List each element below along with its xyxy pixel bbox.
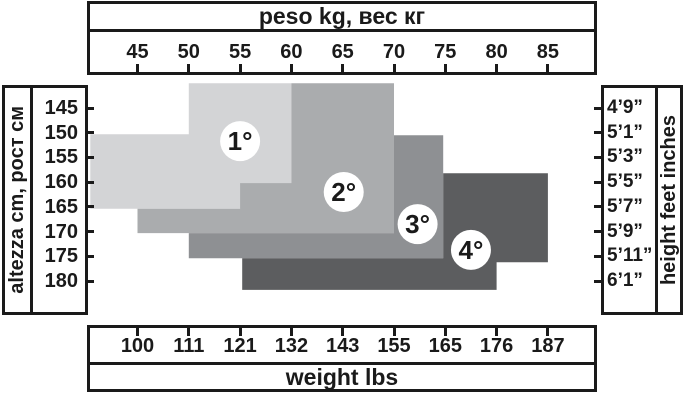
- kg-tick-label: 60: [280, 41, 303, 63]
- kg-tick-label: 80: [485, 41, 508, 63]
- size-badge-circle-3: [397, 204, 438, 245]
- lbs-tick-mark: [546, 328, 550, 336]
- kg-tick-mark: [238, 64, 242, 72]
- lbs-tick-label: 143: [326, 335, 360, 357]
- inches-tick-mark: [594, 180, 603, 184]
- kg-tick-mark: [495, 64, 499, 72]
- inches-tick-label: 5’3”: [607, 146, 643, 168]
- top-axis-box: peso kg, вес кг: [87, 1, 597, 75]
- left-axis-box: altezza cm, рост см: [2, 85, 88, 315]
- size-badge-circle-1: [220, 121, 261, 162]
- inches-tick-mark: [594, 279, 603, 283]
- kg-tick-label: 50: [177, 41, 200, 63]
- lbs-tick-mark: [495, 328, 499, 336]
- lbs-tick-label: 187: [531, 335, 565, 357]
- lbs-tick-label: 132: [274, 335, 309, 357]
- lbs-tick-label: 165: [428, 335, 462, 357]
- kg-tick-mark: [546, 64, 550, 72]
- lbs-tick-mark: [392, 328, 396, 336]
- size-region-3: [188, 135, 444, 259]
- inches-tick-mark: [594, 131, 603, 135]
- cm-tick-mark: [85, 254, 94, 258]
- right-axis-box: height feet inches: [601, 85, 683, 315]
- lbs-tick-mark: [187, 328, 191, 336]
- inches-tick-label: 5’5”: [607, 171, 643, 193]
- inches-tick-mark: [594, 230, 603, 234]
- size-region-1: [90, 83, 292, 209]
- cm-tick-mark: [85, 279, 94, 283]
- inches-tick-mark: [594, 155, 603, 159]
- bottom-axis-title: weight lbs: [90, 362, 594, 390]
- cm-tick-label: 165: [44, 195, 78, 218]
- cm-tick-label: 145: [44, 97, 78, 119]
- inches-tick-mark: [594, 254, 603, 258]
- right-axis-title: height feet inches: [655, 88, 680, 312]
- kg-tick-label: 75: [434, 41, 457, 63]
- kg-tick-mark: [341, 64, 345, 72]
- kg-tick-label: 70: [382, 41, 406, 63]
- cm-tick-mark: [85, 230, 94, 234]
- bottom-axis-title-text: weight lbs: [285, 363, 399, 390]
- cm-tick-label: 180: [44, 270, 78, 292]
- lbs-tick-label: 121: [223, 335, 257, 357]
- lbs-tick-mark: [341, 328, 345, 336]
- size-badge-circle-2: [323, 172, 364, 213]
- cm-tick-mark: [85, 205, 94, 209]
- top-axis-title: peso kg, вес кг: [90, 3, 594, 32]
- inches-tick-mark: [594, 106, 603, 110]
- kg-tick-label: 45: [126, 41, 149, 63]
- lbs-tick-label: 111: [173, 335, 205, 357]
- lbs-tick-mark: [289, 328, 293, 336]
- size-badge-label-1: 1°: [228, 126, 253, 156]
- inches-tick-label: 5’11”: [607, 245, 653, 267]
- top-axis-title-text: peso kg, вес кг: [258, 3, 426, 29]
- cm-tick-label: 170: [44, 220, 78, 243]
- size-badge-circle-4: [450, 229, 491, 270]
- lbs-tick-mark: [238, 328, 242, 336]
- kg-tick-label: 65: [331, 41, 354, 63]
- inches-tick-label: 5’7”: [607, 195, 643, 217]
- inches-tick-label: 5’1”: [607, 121, 643, 143]
- inches-tick-label: 6’1”: [607, 270, 643, 291]
- size-badge-label-3: 3°: [405, 209, 430, 239]
- cm-tick-mark: [85, 131, 94, 135]
- kg-tick-label: 55: [228, 41, 252, 63]
- lbs-tick-label: 100: [120, 335, 155, 357]
- kg-tick-mark: [289, 64, 293, 72]
- cm-tick-label: 160: [44, 171, 78, 194]
- lbs-tick-mark: [443, 328, 447, 336]
- cm-tick-mark: [85, 180, 94, 184]
- kg-tick-mark: [136, 64, 139, 72]
- kg-tick-label: 85: [536, 41, 560, 63]
- kg-tick-mark: [443, 64, 447, 72]
- kg-tick-mark: [392, 64, 396, 72]
- cm-tick-label: 150: [44, 121, 78, 144]
- size-badge-label-2: 2°: [331, 177, 356, 207]
- inches-tick-label: 5’9”: [607, 220, 643, 242]
- size-badge-label-4: 4°: [459, 235, 484, 265]
- bottom-axis-box: weight lbs: [87, 325, 597, 392]
- left-axis-title: altezza cm, рост см: [5, 88, 33, 312]
- cm-tick-label: 175: [44, 245, 78, 268]
- kg-tick-mark: [187, 64, 191, 72]
- lbs-tick-label: 176: [479, 335, 514, 357]
- lbs-tick-label: 155: [377, 335, 411, 357]
- cm-tick-mark: [85, 155, 94, 159]
- cm-tick-mark: [85, 106, 94, 110]
- inches-tick-mark: [594, 205, 603, 209]
- cm-tick-label: 155: [44, 146, 78, 169]
- inches-tick-label: 4’9”: [607, 97, 643, 118]
- lbs-tick-mark: [136, 328, 139, 336]
